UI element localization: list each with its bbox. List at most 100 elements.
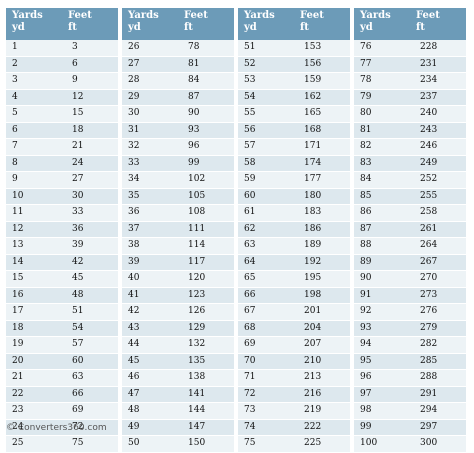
yards-cell: 22: [6, 386, 62, 403]
yards-cell: 12: [6, 221, 62, 238]
table-row: 69 207: [238, 336, 350, 354]
table-row: 89 267: [354, 254, 466, 271]
table-header-row: Yards yd Feet ft: [122, 8, 234, 40]
yards-unit: yd: [244, 22, 257, 33]
yards-cell: 14: [6, 254, 62, 271]
table-row: 79 237: [354, 89, 466, 106]
yards-cell: 38: [122, 237, 178, 255]
table-row: 76 228: [354, 40, 466, 57]
feet-cell: 255: [410, 188, 466, 205]
yards-cell: 60: [238, 188, 294, 205]
yards-cell: 45: [122, 353, 178, 370]
yards-cell: 90: [354, 270, 410, 288]
table-row: 28 84: [122, 72, 234, 90]
table-row: 18 54: [6, 320, 118, 337]
feet-cell: 114: [178, 237, 234, 255]
table-row: 48 144: [122, 402, 234, 420]
table-row: 97 291: [354, 386, 466, 403]
feet-cell: 165: [294, 105, 350, 123]
feet-unit: ft: [300, 22, 309, 33]
feet-cell: 117: [178, 254, 234, 271]
feet-cell: 183: [294, 204, 350, 222]
table-row: 61 183: [238, 204, 350, 222]
feet-cell: 279: [410, 320, 466, 337]
feet-header: Feet ft: [62, 8, 118, 40]
table-row: 94 282: [354, 336, 466, 354]
feet-cell: 285: [410, 353, 466, 370]
table-row: 14 42: [6, 254, 118, 271]
yards-cell: 75: [238, 435, 294, 453]
yards-cell: 99: [354, 419, 410, 436]
feet-cell: 228: [410, 40, 466, 57]
yards-header: Yards yd: [238, 8, 294, 40]
feet-cell: 210: [294, 353, 350, 370]
yards-cell: 2: [6, 56, 62, 73]
feet-cell: 273: [410, 287, 466, 304]
feet-cell: 282: [410, 336, 466, 354]
feet-cell: 105: [178, 188, 234, 205]
table-row: 55 165: [238, 105, 350, 123]
yards-cell: 35: [122, 188, 178, 205]
yards-cell: 70: [238, 353, 294, 370]
table-row: 19 57: [6, 336, 118, 354]
yards-cell: 57: [238, 138, 294, 156]
table-row: 60 180: [238, 188, 350, 205]
feet-cell: 267: [410, 254, 466, 271]
yards-cell: 94: [354, 336, 410, 354]
table-row: 22 66: [6, 386, 118, 403]
feet-cell: 195: [294, 270, 350, 288]
yards-cell: 5: [6, 105, 62, 123]
yards-cell: 9: [6, 171, 62, 189]
feet-cell: 192: [294, 254, 350, 271]
feet-header: Feet ft: [294, 8, 350, 40]
feet-cell: 291: [410, 386, 466, 403]
table-row: 47 141: [122, 386, 234, 403]
table-row: 87 261: [354, 221, 466, 238]
yards-cell: 43: [122, 320, 178, 337]
yards-cell: 42: [122, 303, 178, 321]
feet-cell: 48: [62, 287, 118, 304]
yards-cell: 62: [238, 221, 294, 238]
feet-header: Feet ft: [178, 8, 234, 40]
feet-cell: 120: [178, 270, 234, 288]
yards-cell: 8: [6, 155, 62, 172]
table-row: 26 78: [122, 40, 234, 57]
feet-cell: 3: [62, 40, 118, 57]
conversion-table-3: Yards yd Feet ft 51 153 52 156 53 159 54 162 55 165 56…: [238, 8, 350, 453]
feet-cell: 162: [294, 89, 350, 106]
table-row: 70 210: [238, 353, 350, 370]
yards-cell: 20: [6, 353, 62, 370]
feet-cell: 207: [294, 336, 350, 354]
feet-cell: 99: [178, 155, 234, 172]
feet-cell: 72: [62, 419, 118, 436]
table-row: 43 129: [122, 320, 234, 337]
table-row: 71 213: [238, 369, 350, 387]
feet-cell: 138: [178, 369, 234, 387]
yards-cell: 33: [122, 155, 178, 172]
yards-unit: yd: [360, 22, 373, 33]
yards-cell: 47: [122, 386, 178, 403]
table-row: 72 216: [238, 386, 350, 403]
feet-cell: 264: [410, 237, 466, 255]
yards-cell: 61: [238, 204, 294, 222]
yards-cell: 32: [122, 138, 178, 156]
yards-cell: 17: [6, 303, 62, 321]
feet-cell: 45: [62, 270, 118, 288]
table-row: 95 285: [354, 353, 466, 370]
yards-cell: 49: [122, 419, 178, 436]
table-row: 64 192: [238, 254, 350, 271]
feet-cell: 237: [410, 89, 466, 106]
feet-cell: 249: [410, 155, 466, 172]
feet-cell: 42: [62, 254, 118, 271]
yards-cell: 96: [354, 369, 410, 387]
table-row: 17 51: [6, 303, 118, 321]
yards-header: Yards yd: [354, 8, 410, 40]
yards-cell: 25: [6, 435, 62, 453]
feet-cell: 222: [294, 419, 350, 436]
yards-cell: 64: [238, 254, 294, 271]
feet-cell: 57: [62, 336, 118, 354]
feet-cell: 180: [294, 188, 350, 205]
feet-cell: 147: [178, 419, 234, 436]
feet-cell: 168: [294, 122, 350, 139]
